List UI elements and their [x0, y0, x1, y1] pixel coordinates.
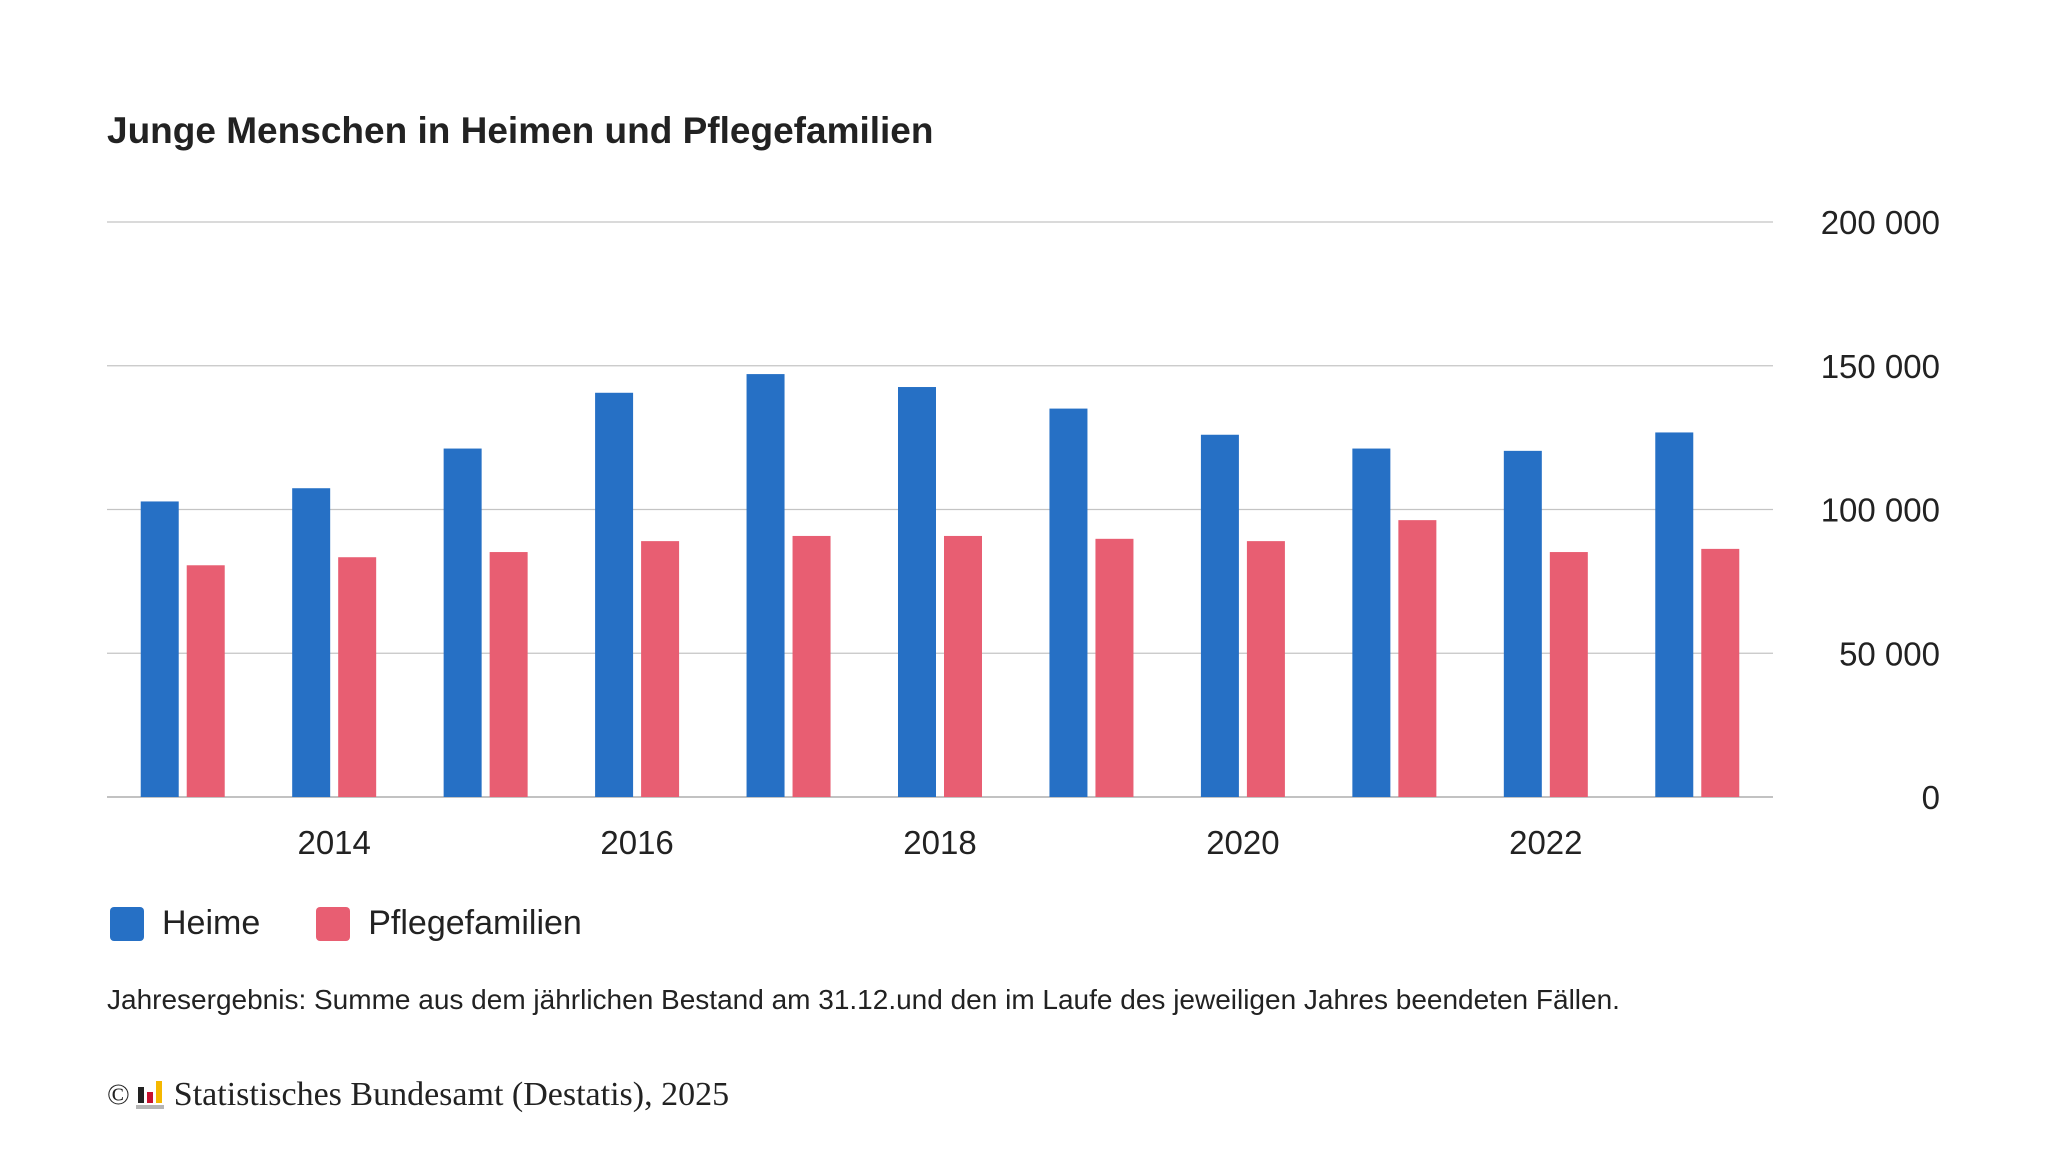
x-tick-label: 2016 [600, 824, 673, 861]
bar-pflegefamilien-2022 [1549, 552, 1588, 797]
legend-label-heime: Heime [162, 904, 261, 942]
y-tick-label: 0 [1922, 779, 1940, 816]
bar-pflegefamilien-2019 [1095, 538, 1134, 797]
legend: Heime Pflegefamilien [110, 904, 638, 943]
bar-heime-2017 [746, 374, 785, 797]
gridlines [107, 221, 1773, 798]
bar-pflegefamilien-2018 [944, 535, 982, 797]
source-credit: © Statistisches Bundesamt (Destatis), 20… [107, 1076, 729, 1114]
bar-heime-2015 [443, 448, 482, 797]
chart-title: Junge Menschen in Heimen und Pflegefamil… [107, 110, 934, 151]
legend-label-pflegefamilien: Pflegefamilien [368, 904, 582, 942]
bar-heime-2013 [140, 501, 179, 797]
x-tick-label: 2020 [1206, 824, 1279, 861]
bar-pflegefamilien-2023 [1701, 548, 1740, 797]
bar-pflegefamilien-2020 [1246, 541, 1285, 797]
legend-swatch-heime [110, 906, 144, 941]
credit-text: Statistisches Bundesamt (Destatis), 2025 [173, 1076, 730, 1113]
x-tick-label: 2022 [1509, 824, 1582, 861]
y-tick-label: 50 000 [1839, 635, 1940, 672]
bar-heime-2023 [1655, 432, 1694, 797]
y-tick-label: 150 000 [1821, 348, 1940, 385]
bar-heime-2020 [1200, 434, 1239, 797]
destatis-logo-icon [135, 1081, 164, 1109]
x-axis-labels: 2014 2016 2018 2020 2022 [297, 824, 1582, 861]
bar-heime-2022 [1503, 450, 1542, 797]
legend-swatch-pflegefamilien [316, 906, 351, 941]
x-tick-label: 2018 [903, 824, 976, 861]
x-tick-label: 2014 [297, 824, 370, 861]
bar-heime-2019 [1049, 408, 1088, 797]
bar-pflegefamilien-2015 [489, 552, 528, 797]
bar-heime-2021 [1352, 448, 1391, 797]
bar-pflegefamilien-2014 [338, 557, 377, 797]
chart-note: Jahresergebnis: Summe aus dem jährlichen… [107, 984, 1620, 1015]
y-tick-label: 200 000 [1821, 204, 1940, 241]
y-tick-label: 100 000 [1821, 492, 1940, 529]
legend-item-pflegefamilien[interactable]: Pflegefamilien [316, 904, 582, 943]
legend-item-heime[interactable]: Heime [110, 904, 260, 943]
bars [140, 374, 1740, 797]
bar-pflegefamilien-2017 [792, 535, 831, 797]
bar-heime-2018 [898, 387, 936, 797]
copyright-icon: © [107, 1078, 130, 1111]
bar-pflegefamilien-2013 [186, 565, 225, 797]
bar-heime-2016 [595, 392, 634, 797]
bar-pflegefamilien-2021 [1398, 520, 1437, 797]
bar-heime-2014 [292, 488, 331, 797]
bar-pflegefamilien-2016 [641, 541, 680, 797]
y-axis-labels: 0 50 000 100 000 150 000 200 000 [1821, 204, 1940, 816]
